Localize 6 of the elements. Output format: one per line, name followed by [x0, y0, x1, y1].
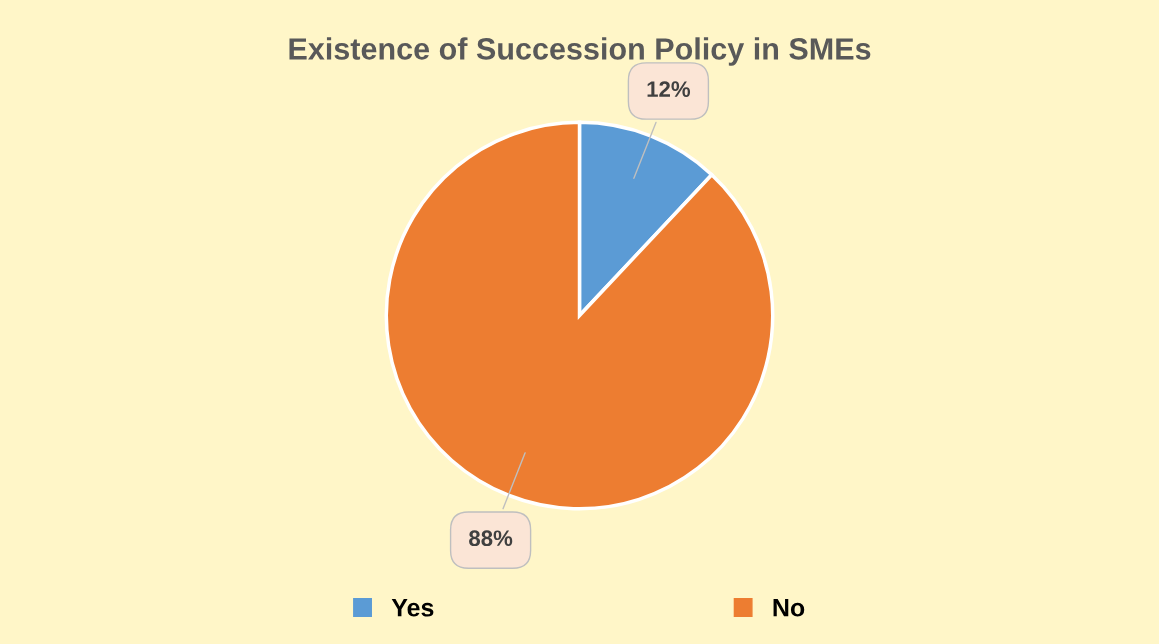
chart-title: Existence of Succession Policy in SMEs	[289, 37, 871, 66]
legend-label: No	[773, 599, 805, 617]
data-label: 12%	[647, 81, 691, 97]
data-label: 88%	[469, 530, 513, 547]
legend-label: Yes	[391, 599, 434, 617]
pie-slice	[384, 120, 775, 511]
